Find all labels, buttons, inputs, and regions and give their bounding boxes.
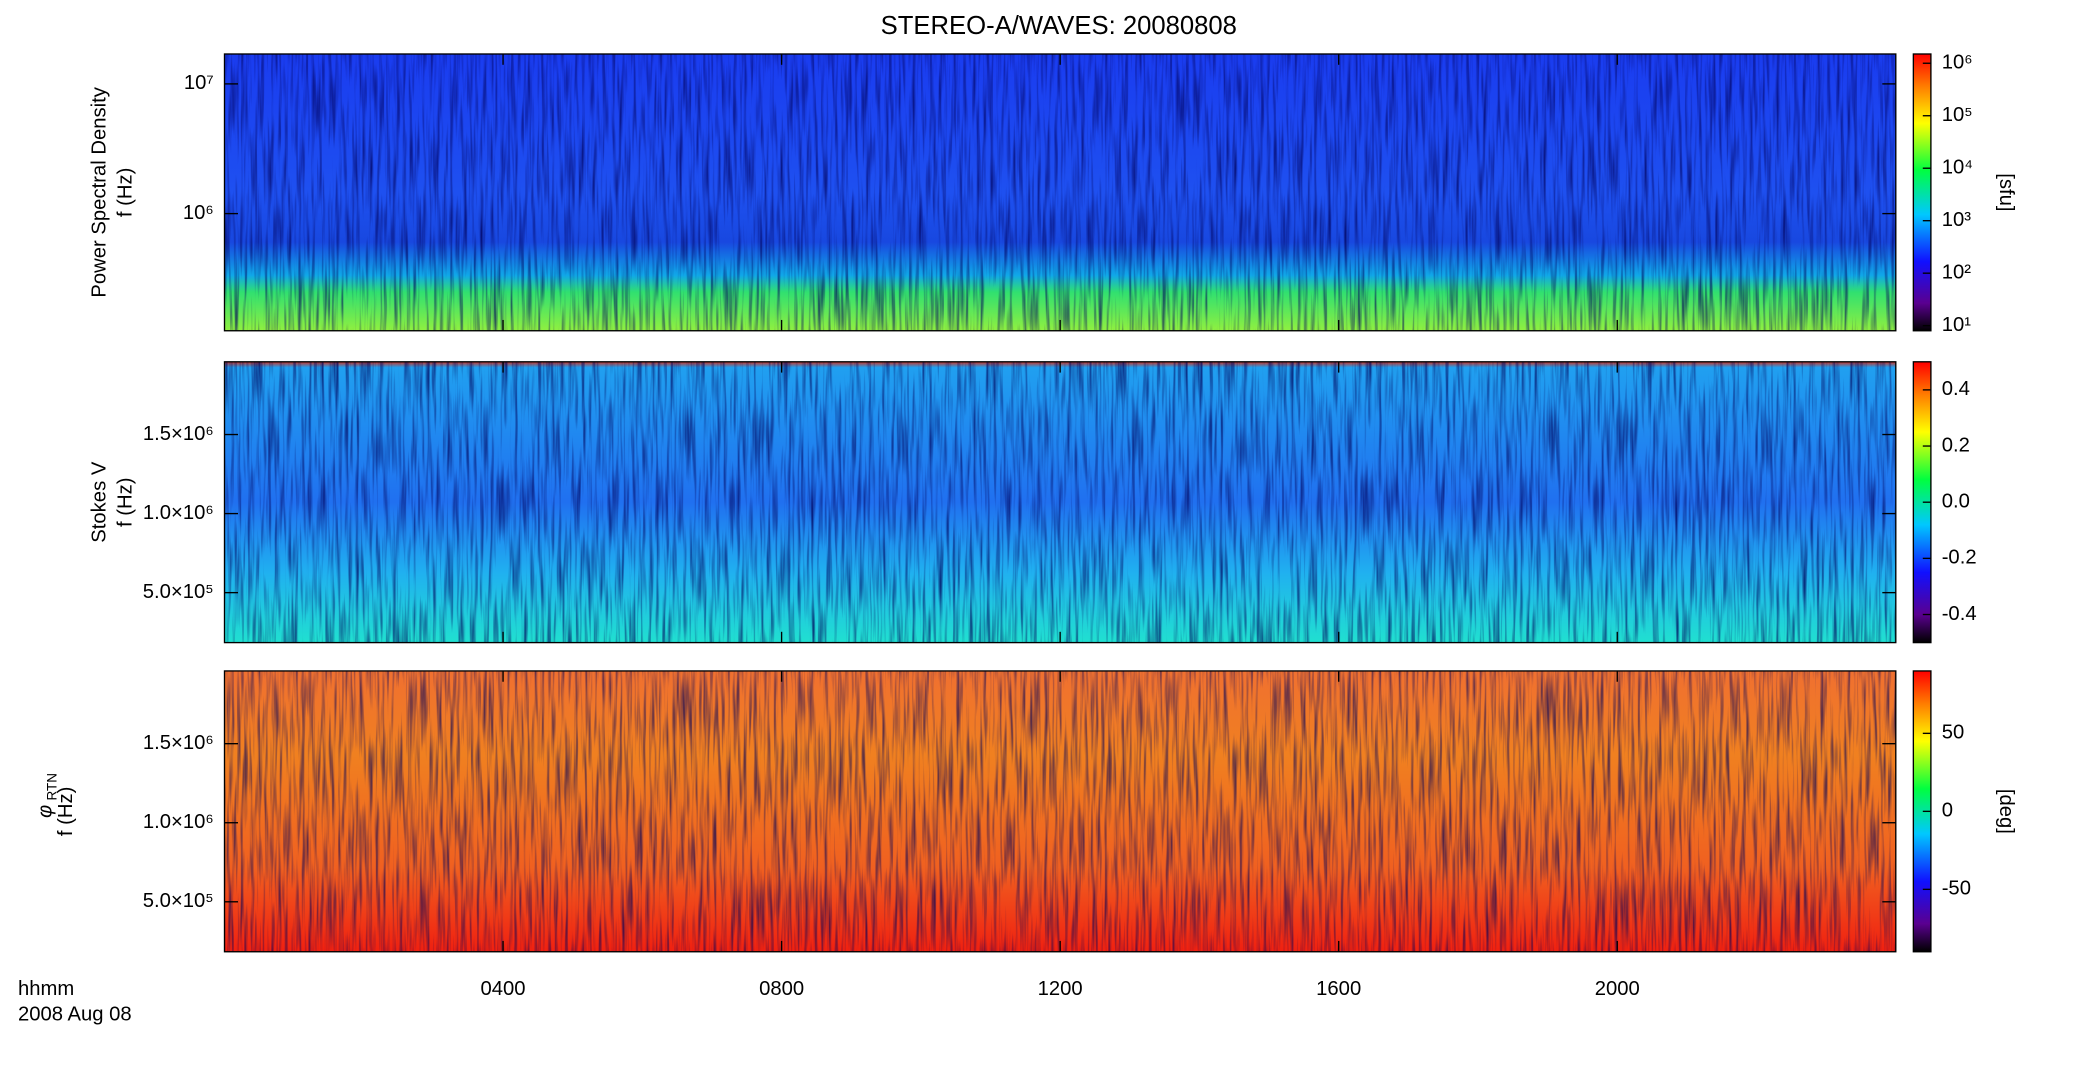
colorbar-tick-label: 10⁴ bbox=[1942, 157, 1973, 179]
y-axis-unit-label: f (Hz) bbox=[114, 168, 136, 218]
x-axis-label: hhmm bbox=[18, 978, 74, 1000]
x-tick-label: 2000 bbox=[1595, 978, 1640, 1000]
colorbar-tick-label: 10⁵ bbox=[1942, 104, 1973, 126]
colorbar-tick-label: 0.0 bbox=[1942, 491, 1970, 513]
colorbar-tick-label: 0.4 bbox=[1942, 378, 1970, 400]
colorbar-tick-label: 50 bbox=[1942, 722, 1965, 744]
y-axis-label-text: Stokes V bbox=[89, 461, 111, 543]
x-tick-label: 1600 bbox=[1316, 978, 1361, 1000]
colorbar-tick-label: 0 bbox=[1942, 800, 1953, 822]
colorbar-tick-label: -0.4 bbox=[1942, 603, 1977, 625]
spectrogram-texture bbox=[224, 670, 1896, 952]
y-axis-label: Power Spectral Density f (Hz) bbox=[89, 86, 137, 297]
spectrogram-texture bbox=[224, 361, 1896, 643]
colorbar-tick-label: 0.2 bbox=[1942, 434, 1970, 456]
colorbar-tick-label: -50 bbox=[1942, 878, 1971, 900]
x-tick-label: 1200 bbox=[1038, 978, 1083, 1000]
y-tick-label: 10⁷ bbox=[184, 72, 214, 94]
y-axis-unit-label: f (Hz) bbox=[114, 477, 136, 527]
colorbar-tick-label: 10³ bbox=[1942, 209, 1972, 231]
colorbar-tick-label: -0.2 bbox=[1942, 547, 1977, 569]
y-tick-label: 1.5×10⁶ bbox=[143, 732, 214, 754]
y-axis-label-sub: RTN bbox=[45, 773, 60, 801]
y-tick-label: 5.0×10⁵ bbox=[143, 581, 214, 603]
y-axis-label-text: Power Spectral Density bbox=[89, 86, 111, 297]
spectrogram-texture bbox=[224, 54, 1896, 331]
colorbar-tick-label: 10² bbox=[1942, 262, 1972, 284]
x-tick-label: 0400 bbox=[481, 978, 526, 1000]
y-axis-label-text: φ bbox=[35, 805, 57, 818]
colorbar-label: [sfu] bbox=[1995, 173, 2017, 211]
date-label: 2008 Aug 08 bbox=[18, 1004, 132, 1026]
colorbar-tick-label: 10⁶ bbox=[1942, 52, 1973, 74]
y-tick-label: 10⁶ bbox=[183, 202, 214, 224]
colorbar bbox=[1912, 53, 1932, 332]
chart-title: STEREO-A/WAVES: 20080808 bbox=[881, 12, 1237, 40]
y-tick-label: 1.5×10⁶ bbox=[143, 423, 214, 445]
y-tick-label: 1.0×10⁶ bbox=[143, 811, 214, 833]
x-tick-label: 0800 bbox=[759, 978, 804, 1000]
colorbar-label: [deg] bbox=[1995, 789, 2017, 834]
y-axis-unit-label: f (Hz) bbox=[55, 787, 77, 836]
y-tick-label: 1.0×10⁶ bbox=[143, 502, 214, 524]
y-tick-label: 5.0×10⁵ bbox=[143, 890, 214, 912]
colorbar-tick-label: 10¹ bbox=[1942, 314, 1972, 336]
